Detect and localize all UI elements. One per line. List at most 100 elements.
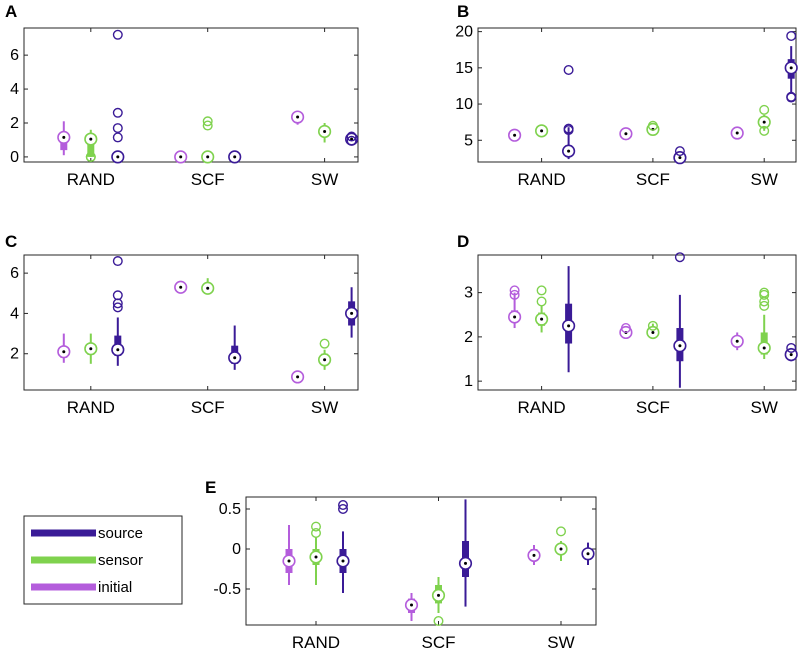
- median-dot: [513, 133, 517, 137]
- outlier-point: [759, 104, 770, 115]
- median-dot: [89, 347, 93, 351]
- y-tick-label: 10: [455, 96, 473, 113]
- outlier-point: [112, 29, 123, 40]
- outlier-point: [85, 151, 96, 162]
- outlier-point: [556, 526, 567, 537]
- outlier-point: [509, 285, 520, 296]
- x-category-label: SW: [311, 398, 338, 417]
- box-sensor-scf: [431, 577, 446, 627]
- outlier-point: [620, 323, 631, 334]
- box-initial-rand: [282, 525, 296, 585]
- box-sensor-sw: [757, 287, 771, 360]
- outlier-point: [112, 123, 123, 134]
- outlier-point: [536, 296, 547, 307]
- panel-b: B 5 10 15 20 RAND SCF SW: [455, 2, 798, 189]
- box-source-rand: [336, 500, 350, 593]
- box-sensor-sw: [318, 338, 332, 370]
- median-dot: [206, 155, 210, 159]
- median-dot: [323, 358, 327, 362]
- median-dot: [341, 559, 345, 563]
- y-tick-label: 4: [10, 305, 19, 322]
- outlier-point: [536, 285, 547, 296]
- y-tick-label: 0: [10, 149, 19, 166]
- box-source-sw: [784, 342, 798, 362]
- y-tick-label: 2: [10, 346, 19, 363]
- box-initial-sw: [527, 545, 541, 565]
- x-category-label: RAND: [518, 170, 566, 189]
- axes-box: [477, 254, 797, 391]
- median-dot: [179, 155, 183, 159]
- box-source-scf: [673, 146, 687, 165]
- outlier-point: [509, 289, 520, 300]
- box-source-scf: [228, 150, 242, 164]
- axes-box: [477, 27, 797, 163]
- panel-c: C 2 4 6 RAND SCF SW: [5, 232, 359, 417]
- x-category-label: SCF: [191, 170, 225, 189]
- median-dot: [179, 285, 183, 289]
- median-dot: [296, 375, 300, 379]
- box-sensor-scf: [646, 120, 660, 137]
- box-initial-rand: [57, 121, 71, 156]
- y-tick-label: 4: [10, 81, 19, 98]
- y-tick-label: 20: [455, 24, 473, 41]
- x-category-label: RAND: [67, 398, 115, 417]
- outlier-point: [674, 146, 685, 157]
- box-sensor-sw: [318, 122, 332, 143]
- median-dot: [735, 131, 739, 135]
- median-dot: [233, 155, 237, 159]
- x-category-label: SCF: [422, 633, 456, 652]
- median-dot: [233, 356, 237, 360]
- box-source-rand: [111, 29, 125, 164]
- x-category-label: SW: [751, 398, 778, 417]
- axes-box: [245, 496, 597, 626]
- median-dot: [735, 339, 739, 343]
- median-dot: [89, 137, 93, 141]
- median-dot: [651, 330, 655, 334]
- box-sensor-rand: [309, 521, 323, 585]
- panel-e: E -0.5 0 0.5 RAND SCF SW: [205, 478, 597, 652]
- x-category-label: SCF: [636, 170, 670, 189]
- outlier-point: [112, 302, 123, 313]
- x-category-label: SW: [311, 170, 338, 189]
- y-tick-label: 0.5: [219, 501, 241, 518]
- outlier-point: [202, 116, 213, 127]
- box-source-sw: [345, 287, 359, 338]
- outlier-point: [346, 131, 357, 142]
- median-dot: [540, 317, 544, 321]
- box-initial-scf: [404, 593, 419, 621]
- x-category-label: RAND: [518, 398, 566, 417]
- y-tick-label: 6: [10, 47, 19, 64]
- outlier-point: [346, 135, 357, 146]
- box-initial-rand: [507, 128, 522, 142]
- y-tick-label: 0: [232, 541, 241, 558]
- axes-box: [23, 27, 359, 163]
- median-dot: [437, 593, 440, 597]
- box-source-sw: [581, 542, 595, 565]
- panel-a: A 0 2 4 6 RAND SCF SW: [5, 2, 359, 189]
- box-initial-scf: [619, 127, 633, 141]
- median-dot: [314, 555, 318, 559]
- outlier-point: [647, 320, 658, 331]
- median-dot: [116, 348, 120, 352]
- outlier-point: [759, 125, 770, 136]
- outlier-point: [786, 342, 797, 353]
- x-category-label: SW: [547, 633, 574, 652]
- median-dot: [678, 344, 682, 348]
- median-dot: [206, 286, 210, 290]
- y-tick-label: 5: [464, 132, 473, 149]
- box-initial-rand: [57, 333, 71, 363]
- y-tick-label: 2: [10, 115, 19, 132]
- legend-label-initial: initial: [98, 579, 132, 596]
- outlier-point: [338, 504, 349, 515]
- outlier-point: [786, 92, 797, 103]
- x-category-label: SW: [751, 170, 778, 189]
- outlier-point: [112, 256, 123, 267]
- median-dot: [678, 156, 682, 160]
- box-source-sw: [784, 30, 798, 103]
- y-tick-label: 15: [455, 60, 473, 77]
- median-dot: [62, 350, 66, 354]
- box-initial-sw: [291, 370, 305, 384]
- box-initial-rand: [507, 285, 522, 329]
- x-category-label: RAND: [292, 633, 340, 652]
